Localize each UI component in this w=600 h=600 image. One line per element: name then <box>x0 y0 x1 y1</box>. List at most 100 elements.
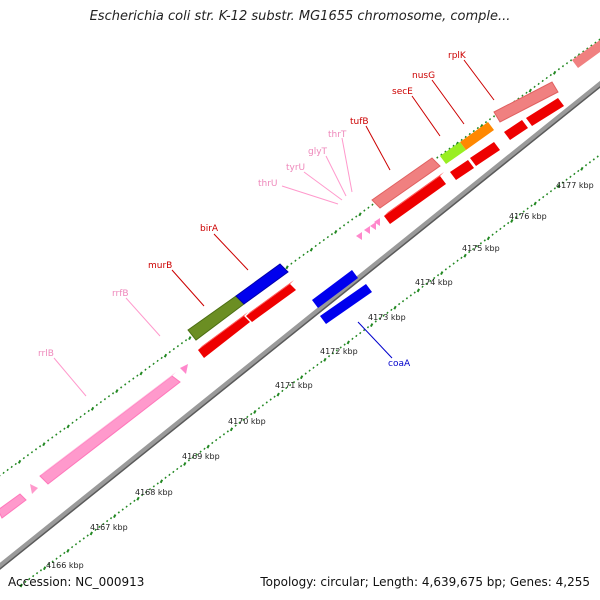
gene-features[interactable] <box>0 40 600 519</box>
minor-tick <box>187 459 191 462</box>
minor-tick <box>55 433 58 436</box>
feature-birA[interactable] <box>235 263 289 305</box>
minor-tick <box>545 76 548 80</box>
feature-tyrU[interactable] <box>364 226 370 234</box>
feature-rrfB[interactable] <box>180 364 188 374</box>
minor-tick <box>518 213 521 216</box>
feature-secE-red[interactable] <box>450 160 474 180</box>
major-tick <box>139 371 143 376</box>
minor-tick <box>351 218 354 221</box>
label-secE[interactable]: secE <box>392 87 413 97</box>
major-tick <box>276 392 280 397</box>
minor-tick <box>120 386 123 389</box>
major-tick <box>115 389 119 394</box>
minor-tick <box>302 253 305 256</box>
label-rplK[interactable]: rplK <box>448 51 467 61</box>
feature-coaA-upper[interactable] <box>312 270 358 308</box>
minor-tick <box>401 300 405 303</box>
scale-label-4175: 4175 kbp <box>462 244 500 253</box>
major-tick <box>19 583 23 588</box>
minor-tick <box>141 493 144 497</box>
minor-tick <box>172 347 175 351</box>
leader-tufB <box>365 125 391 171</box>
major-tick <box>42 566 47 571</box>
minor-tick <box>456 259 459 262</box>
scale-label-4176: 4176 kbp <box>509 212 547 221</box>
feature-rplK[interactable] <box>493 81 559 123</box>
feature-rplK-red[interactable] <box>504 120 528 140</box>
minor-tick <box>522 210 525 213</box>
feature-rrlB[interactable] <box>39 375 181 485</box>
feature-secE[interactable] <box>440 142 466 164</box>
feature-murB[interactable] <box>187 295 245 341</box>
minor-tick <box>47 439 50 442</box>
feature-tufB-red[interactable] <box>384 176 446 224</box>
label-tyrU[interactable]: tyrU <box>286 163 305 173</box>
minor-tick <box>164 476 167 479</box>
minor-tick <box>95 403 98 407</box>
minor-tick <box>327 355 331 358</box>
minor-tick <box>273 395 276 398</box>
feature-thrT[interactable] <box>374 218 380 226</box>
minor-tick <box>51 436 54 439</box>
label-tufB[interactable]: tufB <box>350 117 369 127</box>
feature-murB-red[interactable] <box>198 316 250 358</box>
minor-tick <box>191 456 194 459</box>
feature-thrU[interactable] <box>356 232 362 240</box>
minor-tick <box>304 372 307 375</box>
minor-tick <box>102 522 105 526</box>
feature-nusG[interactable] <box>460 122 494 150</box>
feature-nusG-red[interactable] <box>470 142 500 166</box>
scale-label-4173: 4173 kbp <box>368 313 406 322</box>
minor-tick <box>172 470 175 474</box>
minor-tick <box>322 238 325 242</box>
minor-tick <box>38 445 42 448</box>
minor-tick <box>521 94 524 97</box>
minor-tick <box>261 404 265 407</box>
minor-tick <box>355 215 358 218</box>
minor-tick <box>433 276 436 280</box>
minor-tick <box>246 415 249 419</box>
leader-thrT <box>341 137 353 193</box>
label-rrfB[interactable]: rrfB <box>112 289 129 299</box>
major-tick <box>358 212 362 217</box>
feature-birA-red[interactable] <box>246 284 296 322</box>
minor-tick <box>468 250 471 254</box>
major-tick <box>90 406 95 411</box>
leader-nusG <box>431 79 465 125</box>
label-nusG[interactable]: nusG <box>412 71 435 81</box>
label-coaA[interactable]: coaA <box>388 359 411 369</box>
label-murB[interactable]: murB <box>148 261 172 271</box>
label-thrT[interactable]: thrT <box>328 130 347 140</box>
minor-tick <box>382 314 385 317</box>
label-birA[interactable]: birA <box>200 224 219 234</box>
minor-tick <box>530 204 533 207</box>
leader-birA <box>213 233 249 271</box>
minor-tick <box>51 560 54 563</box>
feature-left-pink[interactable] <box>0 493 27 519</box>
feature-right-edge[interactable] <box>572 40 600 68</box>
minor-tick <box>184 339 188 342</box>
minor-tick <box>514 216 518 219</box>
minor-tick <box>63 427 66 430</box>
minor-tick <box>203 447 206 450</box>
minor-tick <box>14 462 17 466</box>
minor-tick <box>109 517 113 520</box>
minor-tick <box>499 227 502 231</box>
feature-tufB-red-top <box>384 172 444 216</box>
minor-tick <box>296 378 300 381</box>
feature-rplK-red-2[interactable] <box>526 98 564 126</box>
minor-tick <box>405 297 409 300</box>
minor-tick <box>79 415 82 419</box>
label-rrlB[interactable]: rrlB <box>38 349 54 359</box>
feature-tufB[interactable] <box>371 157 441 209</box>
major-tick <box>533 201 537 206</box>
label-glyT[interactable]: glyT <box>308 147 328 157</box>
minor-tick <box>136 374 139 377</box>
feature-coaA-lower[interactable] <box>320 284 372 324</box>
minor-tick <box>569 59 573 62</box>
minor-tick <box>24 580 27 584</box>
label-thrU[interactable]: thrU <box>258 179 278 189</box>
feature-glyT[interactable] <box>370 222 376 230</box>
